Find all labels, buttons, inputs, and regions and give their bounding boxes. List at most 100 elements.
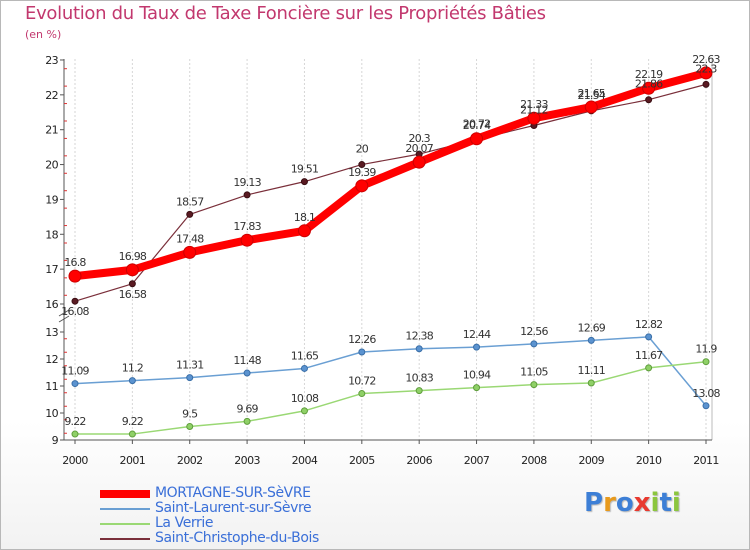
data-point [183, 245, 197, 259]
x-tick-label: 2000 [62, 454, 88, 467]
y-tick-label: 19 [45, 193, 58, 206]
data-label: 19.13 [233, 176, 261, 189]
y-tick-label: 17 [45, 263, 58, 276]
data-label: 12.38 [405, 330, 433, 343]
x-tick-label: 2011 [693, 454, 719, 467]
proxiti-logo: Proxiti [584, 488, 681, 518]
data-label: 20.72 [463, 117, 491, 130]
legend-swatch [100, 508, 150, 510]
data-label: 11.48 [233, 354, 261, 367]
x-tick-label: 2007 [464, 454, 490, 467]
y-tick-label: 13 [45, 326, 58, 339]
data-label: 16.98 [119, 250, 147, 263]
y-tick-label: 11 [45, 380, 58, 393]
data-point [125, 263, 139, 277]
x-tick-label: 2005 [349, 454, 375, 467]
plot-area [64, 59, 712, 440]
data-point [702, 358, 710, 366]
data-label: 20.74 [463, 119, 491, 132]
grid [64, 59, 712, 440]
data-point [300, 407, 308, 415]
data-point [473, 343, 481, 351]
legend-label: Saint-Christophe-du-Bois [155, 530, 319, 546]
data-label: 11.65 [291, 349, 319, 362]
logo-letter: o [615, 488, 634, 518]
data-point [645, 333, 653, 341]
chart-title: Evolution du Taux de Taxe Foncière sur l… [25, 3, 546, 24]
data-label: 11.31 [176, 359, 204, 372]
logo-letter: i [650, 488, 660, 518]
legend-swatch [100, 538, 150, 540]
data-label: 10.83 [405, 372, 433, 385]
data-label: 12.26 [348, 333, 376, 346]
data-label: 10.94 [463, 369, 491, 382]
x-tick-label: 2001 [120, 454, 146, 467]
data-point [71, 297, 79, 305]
data-label: 11.09 [61, 365, 89, 378]
data-label: 12.69 [578, 321, 606, 334]
x-tick-label: 2009 [578, 454, 604, 467]
data-label: 21.12 [520, 104, 548, 117]
y-tick-label: 18 [45, 228, 58, 241]
series-line [74, 336, 707, 407]
data-label: 9.69 [236, 402, 258, 415]
data-label: 19.51 [291, 163, 319, 176]
data-point [186, 374, 194, 382]
y-tick-label: 20 [45, 159, 58, 172]
x-tick-label: 2006 [406, 454, 432, 467]
data-point [186, 423, 194, 430]
logo-letter: r [603, 488, 616, 518]
data-label: 11.67 [635, 349, 663, 362]
axes: 9 10 11 12 13 16 17 18 19 20 21 22 23 2000 2001 2002 200… [45, 54, 719, 467]
y-tick-label: 23 [45, 54, 58, 67]
logo-letter: t [659, 488, 672, 518]
data-labels: 16.8 16.98 17.48 17.83 18.1 19.39 20.07 20.74 21… [61, 53, 721, 428]
data-label: 10.08 [291, 392, 319, 405]
series-line [74, 360, 707, 435]
data-point [240, 233, 254, 247]
data-label: 21.65 [578, 87, 606, 100]
logo-letter: x [633, 488, 651, 518]
data-point [358, 390, 366, 398]
data-point [300, 178, 308, 186]
logo-letter: P [584, 488, 604, 518]
data-label: 22.19 [635, 68, 663, 81]
data-point [415, 345, 423, 353]
data-point [243, 191, 251, 199]
data-point [530, 381, 538, 389]
data-point [470, 132, 484, 146]
unit-label: (en %) [25, 28, 62, 41]
data-label: 11.2 [122, 362, 143, 375]
data-point [186, 210, 194, 218]
data-label: 21.54 [578, 89, 606, 102]
data-point [300, 364, 308, 372]
data-point [699, 66, 713, 80]
data-point [473, 384, 481, 392]
data-label: 16.08 [61, 305, 89, 318]
x-tick-label: 2003 [234, 454, 260, 467]
data-label: 12.56 [520, 325, 548, 338]
data-label: 11.05 [520, 366, 548, 379]
x-tick-label: 2002 [177, 454, 203, 467]
data-label: 11.11 [578, 364, 606, 377]
data-point [702, 402, 710, 410]
legend-label: La Verrie [155, 515, 214, 531]
y-tick-label: 12 [45, 353, 58, 366]
data-label: 21.86 [635, 78, 663, 91]
data-label: 12.44 [463, 328, 491, 341]
data-label: 10.72 [348, 375, 376, 388]
data-point [645, 364, 653, 372]
data-label: 9.5 [182, 408, 198, 421]
x-tick-label: 2010 [636, 454, 662, 467]
data-label: 20.3 [409, 132, 431, 145]
data-point [642, 81, 656, 95]
data-label: 21.33 [520, 98, 548, 111]
data-label: 17.48 [176, 232, 204, 245]
data-point [587, 379, 595, 387]
data-point [128, 430, 136, 438]
data-point [412, 155, 426, 169]
legend-swatch [100, 490, 150, 498]
data-point [128, 280, 136, 288]
data-label: 19.39 [348, 166, 376, 179]
x-tick-label: 2008 [521, 454, 547, 467]
